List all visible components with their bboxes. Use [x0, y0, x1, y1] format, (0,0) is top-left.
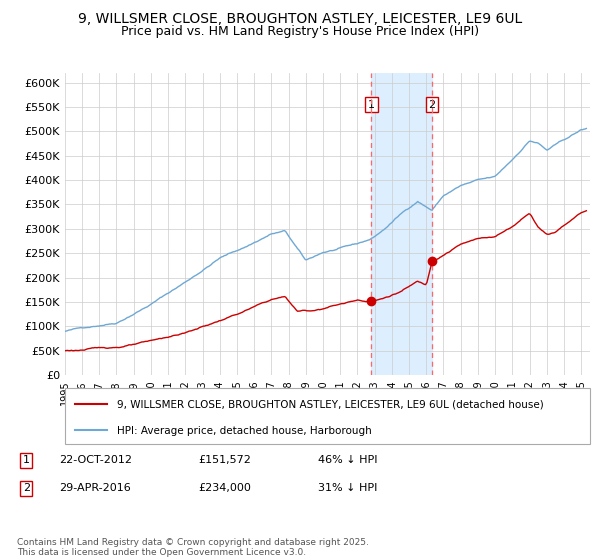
Text: 46% ↓ HPI: 46% ↓ HPI: [318, 455, 377, 465]
Text: 1: 1: [23, 455, 30, 465]
Text: £151,572: £151,572: [198, 455, 251, 465]
Text: £234,000: £234,000: [198, 483, 251, 493]
Text: HPI: Average price, detached house, Harborough: HPI: Average price, detached house, Harb…: [118, 426, 372, 436]
Text: 9, WILLSMER CLOSE, BROUGHTON ASTLEY, LEICESTER, LE9 6UL (detached house): 9, WILLSMER CLOSE, BROUGHTON ASTLEY, LEI…: [118, 400, 544, 410]
Text: 29-APR-2016: 29-APR-2016: [59, 483, 131, 493]
Bar: [371, 73, 432, 375]
Text: 2: 2: [428, 100, 436, 110]
Text: Contains HM Land Registry data © Crown copyright and database right 2025.
This d: Contains HM Land Registry data © Crown c…: [17, 538, 368, 557]
Text: Price paid vs. HM Land Registry's House Price Index (HPI): Price paid vs. HM Land Registry's House …: [121, 25, 479, 38]
Text: 9, WILLSMER CLOSE, BROUGHTON ASTLEY, LEICESTER, LE9 6UL: 9, WILLSMER CLOSE, BROUGHTON ASTLEY, LEI…: [78, 12, 522, 26]
Text: 22-OCT-2012: 22-OCT-2012: [59, 455, 132, 465]
Text: 31% ↓ HPI: 31% ↓ HPI: [318, 483, 377, 493]
FancyBboxPatch shape: [65, 388, 590, 444]
Text: 2: 2: [23, 483, 30, 493]
Text: 1: 1: [368, 100, 375, 110]
